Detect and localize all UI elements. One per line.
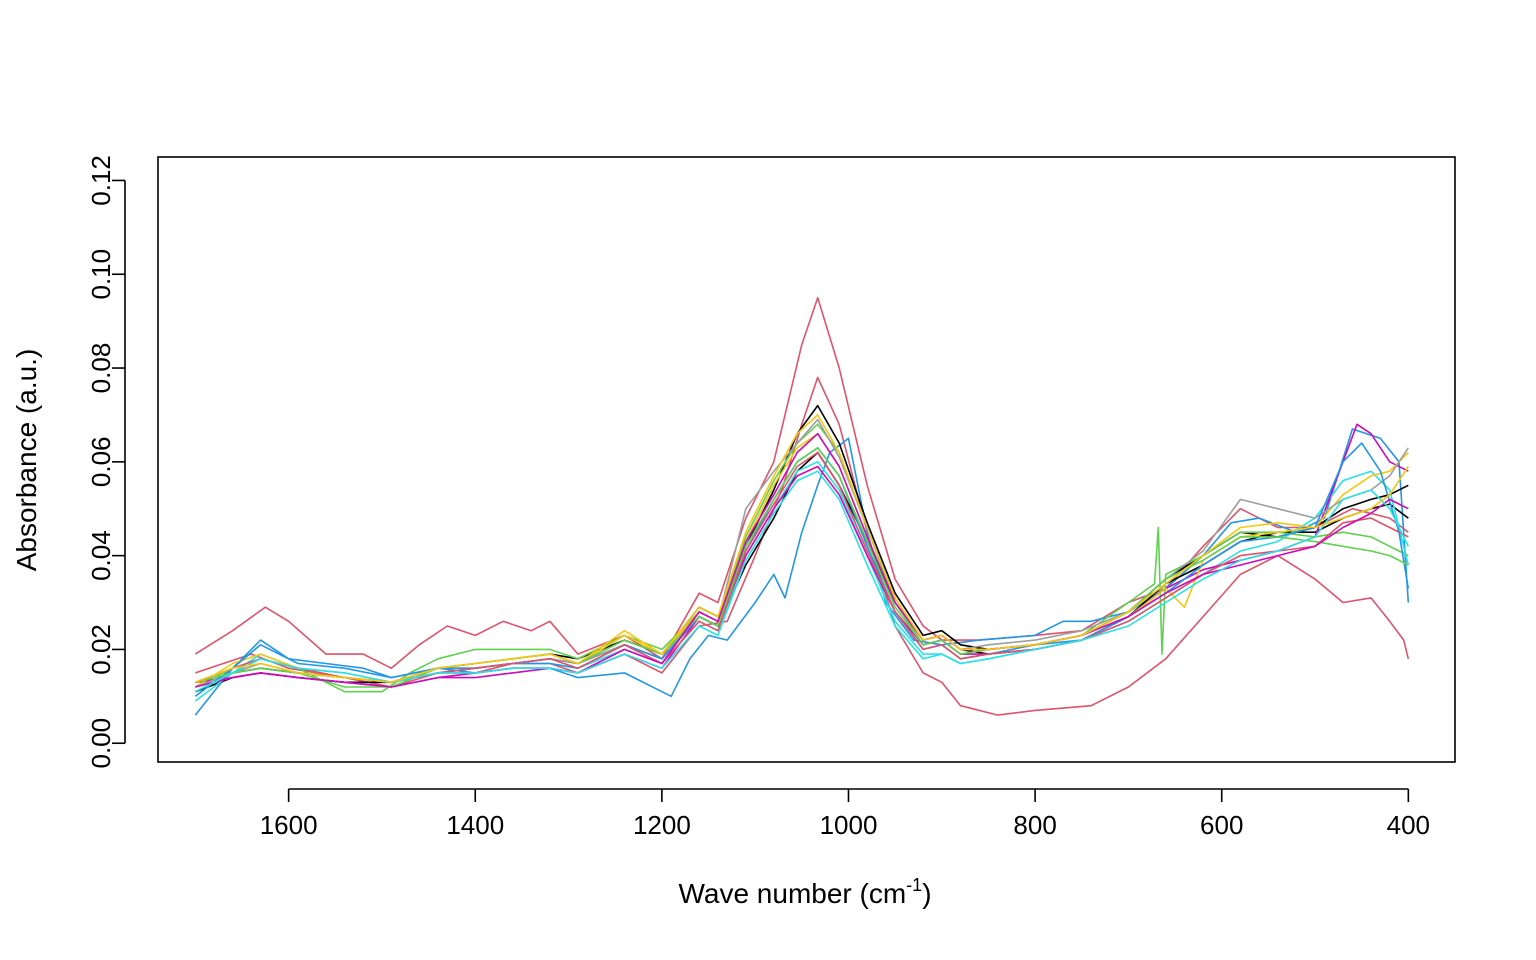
x-axis: 1600 1400 1200 1000 800 600 400: [260, 788, 1430, 840]
y-tick-label-0.00: 0.00: [86, 718, 116, 769]
y-tick-label-0.12: 0.12: [86, 155, 116, 206]
y-tick-label-0.04: 0.04: [86, 530, 116, 581]
x-tick-label-1000: 1000: [820, 810, 878, 840]
x-tick-label-1600: 1600: [260, 810, 318, 840]
x-tick-label-600: 600: [1200, 810, 1243, 840]
spectrum-line-10: [195, 418, 1409, 688]
spectrum-line-15: [194, 470, 1410, 693]
y-axis: 0.00 0.02 0.04 0.06 0.08 0.10 0.12: [86, 155, 126, 769]
x-axis-title-suffix: ): [922, 878, 931, 909]
y-tick-label-0.06: 0.06: [86, 436, 116, 487]
spectrum-line-1: [194, 296, 1409, 669]
y-tick-label-0.02: 0.02: [86, 624, 116, 675]
x-axis-title: Wave number (cm-1): [678, 875, 931, 909]
x-tick-label-1200: 1200: [633, 810, 691, 840]
x-axis-title-superscript: -1: [906, 875, 922, 895]
y-tick-label-0.10: 0.10: [86, 249, 116, 300]
y-axis-title: Absorbance (a.u.): [11, 349, 42, 572]
spectrum-line-16: [195, 414, 1409, 684]
x-tick-label-1400: 1400: [446, 810, 504, 840]
x-tick-label-400: 400: [1387, 810, 1430, 840]
spectrum-line-14: [195, 432, 1409, 688]
series-layer: [194, 296, 1410, 716]
spectrum-line-7: [194, 461, 1410, 702]
spectrum-line-11: [194, 442, 1410, 697]
y-tick-label-0.08: 0.08: [86, 343, 116, 394]
plot-frame: [157, 156, 1456, 763]
spectrum-line-4: [195, 451, 1409, 693]
spectrum-line-6: [194, 423, 1409, 693]
x-tick-label-800: 800: [1013, 810, 1056, 840]
spectrum-line-3: [194, 428, 1410, 716]
